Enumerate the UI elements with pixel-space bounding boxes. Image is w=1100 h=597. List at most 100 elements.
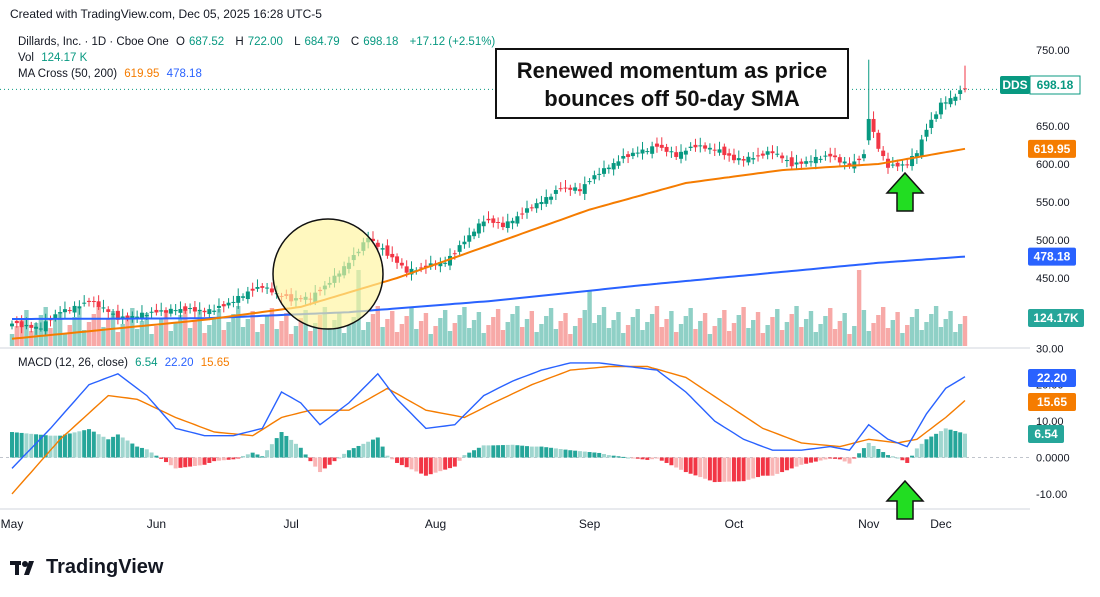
macd-histogram-bar <box>192 457 197 466</box>
candle-body <box>756 155 761 157</box>
macd-histogram-bar <box>390 457 395 460</box>
volume-bar <box>616 312 621 346</box>
time-tick-label: Sep <box>579 517 601 531</box>
volume-bar <box>794 306 799 346</box>
time-tick-label: Nov <box>858 517 879 531</box>
candle-body <box>135 316 140 318</box>
ma200-line <box>12 255 966 320</box>
candle-body <box>746 156 751 163</box>
candle-body <box>573 187 578 191</box>
volume-bar <box>491 317 496 346</box>
volume-bar <box>57 312 63 346</box>
volume-bar <box>284 313 289 346</box>
macd-histogram-bar <box>178 457 183 468</box>
macd-histogram-bar <box>375 437 380 458</box>
candle-body <box>529 207 534 209</box>
macd-histogram-bar <box>284 435 289 458</box>
volume-bar <box>462 307 467 346</box>
candle-body <box>823 155 828 157</box>
candle-body <box>934 114 939 119</box>
candle-body <box>784 160 789 162</box>
macd-histogram-bar <box>77 431 82 458</box>
candle-body <box>231 301 236 303</box>
volume-bar <box>577 318 583 346</box>
macd-histogram-bar <box>770 457 775 476</box>
macd-histogram-bar <box>698 457 703 478</box>
candle-body <box>241 296 246 298</box>
volume-bar <box>539 324 544 346</box>
volume-bar <box>404 316 409 346</box>
price-tick-label: 600.00 <box>1036 159 1070 171</box>
volume-bar <box>953 332 958 346</box>
candle-body <box>520 213 525 215</box>
candle-body <box>447 255 452 266</box>
ma200-value: 478.18 <box>166 68 202 80</box>
macd-signal-line <box>11 365 966 495</box>
macd-histogram-bar <box>630 457 635 459</box>
macd-histogram-bar <box>669 457 674 466</box>
candle-body <box>19 321 24 328</box>
candle-body <box>452 253 457 255</box>
macd-hist-value: 6.54 <box>135 357 158 369</box>
macd-histogram-bar <box>67 433 72 458</box>
time-tick-label: May <box>1 517 24 531</box>
volume-bar <box>361 330 366 346</box>
macd-histogram-bar <box>804 457 809 464</box>
volume-bar <box>905 325 910 346</box>
volume-bar <box>741 307 746 346</box>
volume-bar <box>29 331 34 346</box>
symbol-name[interactable]: Dillards, Inc. · 1D · Cboe One <box>18 36 169 48</box>
candle-body <box>683 150 688 155</box>
macd-histogram-bar <box>327 457 332 465</box>
ma50-line <box>11 147 966 340</box>
macd-histogram-bar <box>443 457 448 470</box>
candle-body <box>861 154 866 159</box>
time-tick-label: Oct <box>725 517 744 531</box>
volume-bar <box>264 316 270 346</box>
macd-signal-badge <box>1028 393 1076 411</box>
macd-histogram-bar <box>298 447 303 458</box>
volume-bar <box>707 334 713 346</box>
macd-histogram-bar <box>842 457 847 462</box>
macd-histogram-bar <box>659 457 664 461</box>
volume-bar <box>775 309 780 346</box>
candle-body <box>87 300 92 302</box>
candle-body <box>226 302 231 306</box>
macd-histogram-bar <box>919 443 924 458</box>
macd-histogram-bar <box>496 445 501 458</box>
macd-histogram-bar <box>87 429 92 458</box>
volume-bar <box>519 327 525 346</box>
candle-body <box>173 310 178 312</box>
macd-tick-label: -10.00 <box>1036 489 1067 501</box>
volume-bar <box>134 329 140 346</box>
candle-body <box>34 326 39 329</box>
macd-histogram-bar <box>520 445 525 458</box>
macd-histogram-bar <box>19 432 24 458</box>
candle-body <box>905 164 910 166</box>
volume-bar <box>553 329 559 346</box>
candle-body <box>592 175 597 180</box>
ma200-badge-label: 478.18 <box>1034 250 1071 264</box>
candle-body <box>881 150 886 157</box>
volume-bar <box>621 333 626 346</box>
macd-histogram-bar <box>914 448 919 458</box>
candle-body <box>760 153 765 156</box>
volume-bar <box>394 332 400 346</box>
macd-histogram-bar <box>265 450 270 458</box>
candle-body <box>443 262 448 264</box>
volume-bar <box>678 324 684 346</box>
macd-histogram-bar <box>544 447 549 458</box>
volume-bar <box>154 326 159 346</box>
macd-histogram-bar <box>621 456 626 458</box>
created-with: Created with TradingView.com, Dec 05, 20… <box>10 7 322 21</box>
volume-bar <box>423 313 429 346</box>
volume-bar <box>669 311 674 346</box>
candle-body <box>563 187 568 189</box>
macd-histogram-bar <box>799 457 804 465</box>
tradingview-logo[interactable]: TradingView <box>10 556 163 579</box>
macd-tick-label: 30.00 <box>1036 343 1064 355</box>
candle-body <box>375 242 380 247</box>
volume-bar <box>736 315 741 346</box>
macd-histogram-bar <box>852 457 857 459</box>
